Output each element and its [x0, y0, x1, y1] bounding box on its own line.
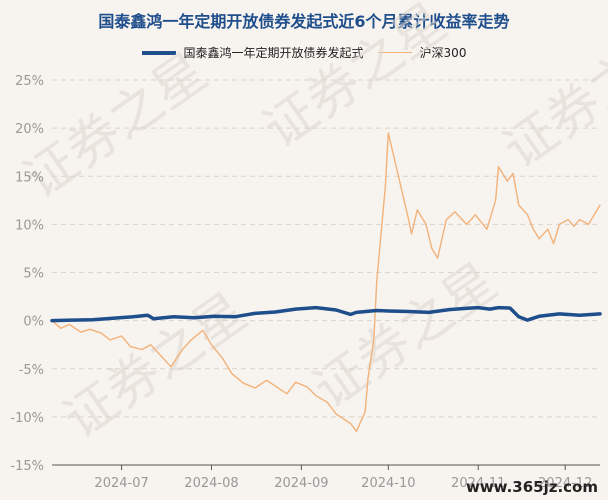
legend-swatch-csi300 — [377, 52, 412, 53]
series-layer — [50, 132, 602, 432]
x-tick-label: 2024-10 — [361, 476, 415, 491]
y-tick-label: 0% — [23, 315, 44, 330]
watermark-text: 证券之星 — [253, 0, 458, 161]
legend-item-fund[interactable]: 国泰鑫鸿一年定期开放债券发起式 — [141, 44, 364, 61]
watermark-text: 证券之星 — [303, 252, 508, 420]
legend-swatch-fund — [141, 50, 176, 55]
legend-label-csi300: 沪深300 — [419, 46, 467, 60]
series-line-fund[interactable] — [50, 305, 602, 323]
y-tick-label: 20% — [15, 122, 44, 137]
x-tick-label: 2024-09 — [274, 476, 328, 491]
x-tick-label: 2024-08 — [184, 476, 238, 491]
axis-layer: 25% 20% 15% 10% 5% 0% -5% -10% -15% 2024-07 2024-0… — [10, 74, 600, 491]
site-watermark-layer: www.365jz.com — [466, 478, 598, 496]
y-tick-label: -10% — [10, 411, 44, 426]
site-watermark: www.365jz.com — [466, 478, 598, 496]
y-tick-label: -5% — [19, 363, 44, 378]
y-tick-label: 5% — [23, 267, 44, 282]
x-tick-label: 2024-07 — [94, 476, 148, 491]
x-tick-label: 2024-12 — [538, 476, 592, 491]
series-line-csi300[interactable] — [51, 132, 601, 432]
chart-title: 国泰鑫鸿一年定期开放债券发起式近6个月累计收益率走势 — [98, 12, 510, 31]
legend-item-csi300[interactable]: 沪深300 — [377, 44, 467, 61]
y-tick-label: 10% — [15, 218, 44, 233]
y-tick-label: -15% — [10, 459, 44, 474]
chart-legend: 国泰鑫鸿一年定期开放债券发起式 沪深300 — [0, 44, 608, 61]
x-tick-label: 2024-11 — [451, 476, 505, 491]
legend-label-fund: 国泰鑫鸿一年定期开放债券发起式 — [183, 46, 364, 60]
y-tick-label: 25% — [15, 74, 44, 89]
y-tick-label: 15% — [15, 170, 44, 185]
watermark-text: 证券之星 — [493, 12, 608, 180]
